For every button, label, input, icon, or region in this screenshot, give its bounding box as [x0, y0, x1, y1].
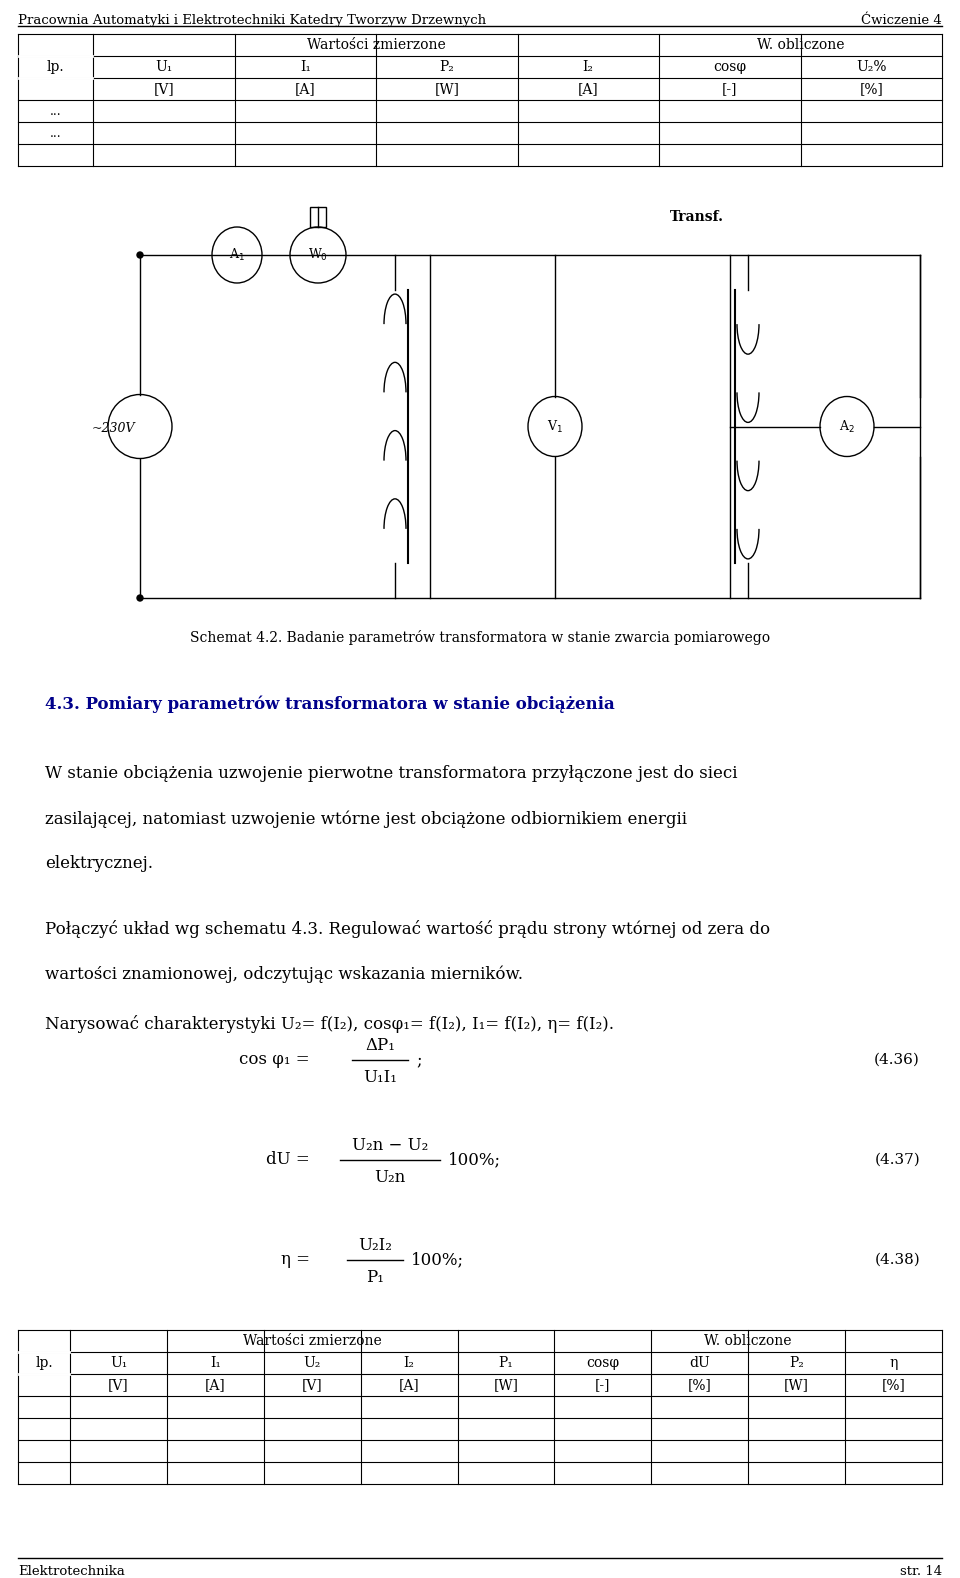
Text: P₂: P₂: [789, 1356, 804, 1370]
Text: Elektrotechnika: Elektrotechnika: [18, 1565, 125, 1578]
Text: Narysować charakterystyki U₂= f(I₂), cosφ₁= f(I₂), I₁= f(I₂), η= f(I₂).: Narysować charakterystyki U₂= f(I₂), cos…: [45, 1015, 614, 1034]
Text: (4.37): (4.37): [875, 1154, 920, 1168]
Text: [%]: [%]: [688, 1378, 711, 1392]
Text: [-]: [-]: [722, 82, 737, 96]
Text: U₁I₁: U₁I₁: [363, 1070, 396, 1087]
Text: ...: ...: [50, 104, 61, 117]
Text: U₂%: U₂%: [856, 60, 886, 74]
Text: [V]: [V]: [154, 82, 174, 96]
Text: (4.36): (4.36): [875, 1053, 920, 1067]
Text: Wartości zmierzone: Wartości zmierzone: [243, 1333, 381, 1348]
Text: cosφ: cosφ: [587, 1356, 619, 1370]
Text: I₁: I₁: [300, 60, 311, 74]
Text: I₂: I₂: [403, 1356, 415, 1370]
Text: lp.: lp.: [47, 60, 64, 74]
Text: W stanie obciążenia uzwojenie pierwotne transformatora przyłączone jest do sieci: W stanie obciążenia uzwojenie pierwotne …: [45, 765, 737, 783]
Text: [A]: [A]: [578, 82, 599, 96]
Text: U₁: U₁: [156, 60, 173, 74]
Text: Wartości zmierzone: Wartości zmierzone: [306, 38, 445, 52]
Text: I₂: I₂: [583, 60, 593, 74]
Text: P₁: P₁: [498, 1356, 514, 1370]
Text: [%]: [%]: [859, 82, 883, 96]
Text: ;: ;: [416, 1051, 421, 1068]
Text: [A]: [A]: [398, 1378, 420, 1392]
Text: lp.: lp.: [36, 1356, 53, 1370]
Circle shape: [137, 252, 143, 257]
Text: cosφ: cosφ: [713, 60, 746, 74]
Text: 100%;: 100%;: [411, 1251, 464, 1269]
Text: dU =: dU =: [266, 1152, 310, 1168]
Text: ~230V: ~230V: [91, 421, 135, 436]
Text: Połączyć układ wg schematu 4.3. Regulować wartość prądu strony wtórnej od zera d: Połączyć układ wg schematu 4.3. Regulowa…: [45, 920, 770, 937]
Text: Pracownia Automatyki i Elektrotechniki Katedry Tworzyw Drzewnych: Pracownia Automatyki i Elektrotechniki K…: [18, 14, 486, 27]
Text: str. 14: str. 14: [900, 1565, 942, 1578]
Text: wartości znamionowej, odczytując wskazania mierników.: wartości znamionowej, odczytując wskazan…: [45, 966, 523, 983]
Text: U₂n: U₂n: [374, 1169, 406, 1187]
Text: I₁: I₁: [210, 1356, 221, 1370]
Text: P₁: P₁: [366, 1269, 384, 1286]
Text: U₂: U₂: [303, 1356, 321, 1370]
Text: A$_1$: A$_1$: [229, 246, 245, 264]
Text: cos φ₁ =: cos φ₁ =: [239, 1051, 310, 1068]
Text: W$_0$: W$_0$: [308, 246, 328, 264]
Text: Transf.: Transf.: [670, 210, 724, 224]
Text: [-]: [-]: [595, 1378, 611, 1392]
Text: [V]: [V]: [108, 1378, 129, 1392]
Text: [V]: [V]: [301, 1378, 323, 1392]
Text: [W]: [W]: [493, 1378, 518, 1392]
Text: P₂: P₂: [440, 60, 454, 74]
Text: elektrycznej.: elektrycznej.: [45, 855, 153, 873]
Text: W. obliczone: W. obliczone: [756, 38, 844, 52]
Text: η =: η =: [281, 1251, 310, 1269]
Bar: [310, 207, 326, 227]
Text: [W]: [W]: [784, 1378, 809, 1392]
Text: [%]: [%]: [881, 1378, 905, 1392]
Text: zasilającej, natomiast uzwojenie wtórne jest obciążone odbiornikiem energii: zasilającej, natomiast uzwojenie wtórne …: [45, 810, 687, 827]
Text: [A]: [A]: [204, 1378, 226, 1392]
Text: 100%;: 100%;: [448, 1152, 501, 1168]
Text: A$_2$: A$_2$: [839, 418, 855, 434]
Text: Schemat 4.2. Badanie parametrów transformatora w stanie zwarcia pomiarowego: Schemat 4.2. Badanie parametrów transfor…: [190, 630, 770, 645]
Text: U₁: U₁: [109, 1356, 127, 1370]
Text: 4.3. Pomiary parametrów transformatora w stanie obciążenia: 4.3. Pomiary parametrów transformatora w…: [45, 694, 614, 713]
Text: [W]: [W]: [434, 82, 459, 96]
Text: U₂I₂: U₂I₂: [358, 1237, 392, 1253]
Text: ...: ...: [50, 126, 61, 139]
Text: Ćwiczenie 4: Ćwiczenie 4: [861, 14, 942, 27]
Text: W. obliczone: W. obliczone: [705, 1333, 792, 1348]
Text: [A]: [A]: [295, 82, 316, 96]
Text: U₂n − U₂: U₂n − U₂: [352, 1136, 428, 1154]
Text: ΔP₁: ΔP₁: [365, 1037, 395, 1054]
Text: η: η: [889, 1356, 898, 1370]
Circle shape: [137, 595, 143, 601]
Text: V$_1$: V$_1$: [547, 418, 563, 434]
Text: dU: dU: [689, 1356, 710, 1370]
Text: (4.38): (4.38): [875, 1253, 920, 1267]
